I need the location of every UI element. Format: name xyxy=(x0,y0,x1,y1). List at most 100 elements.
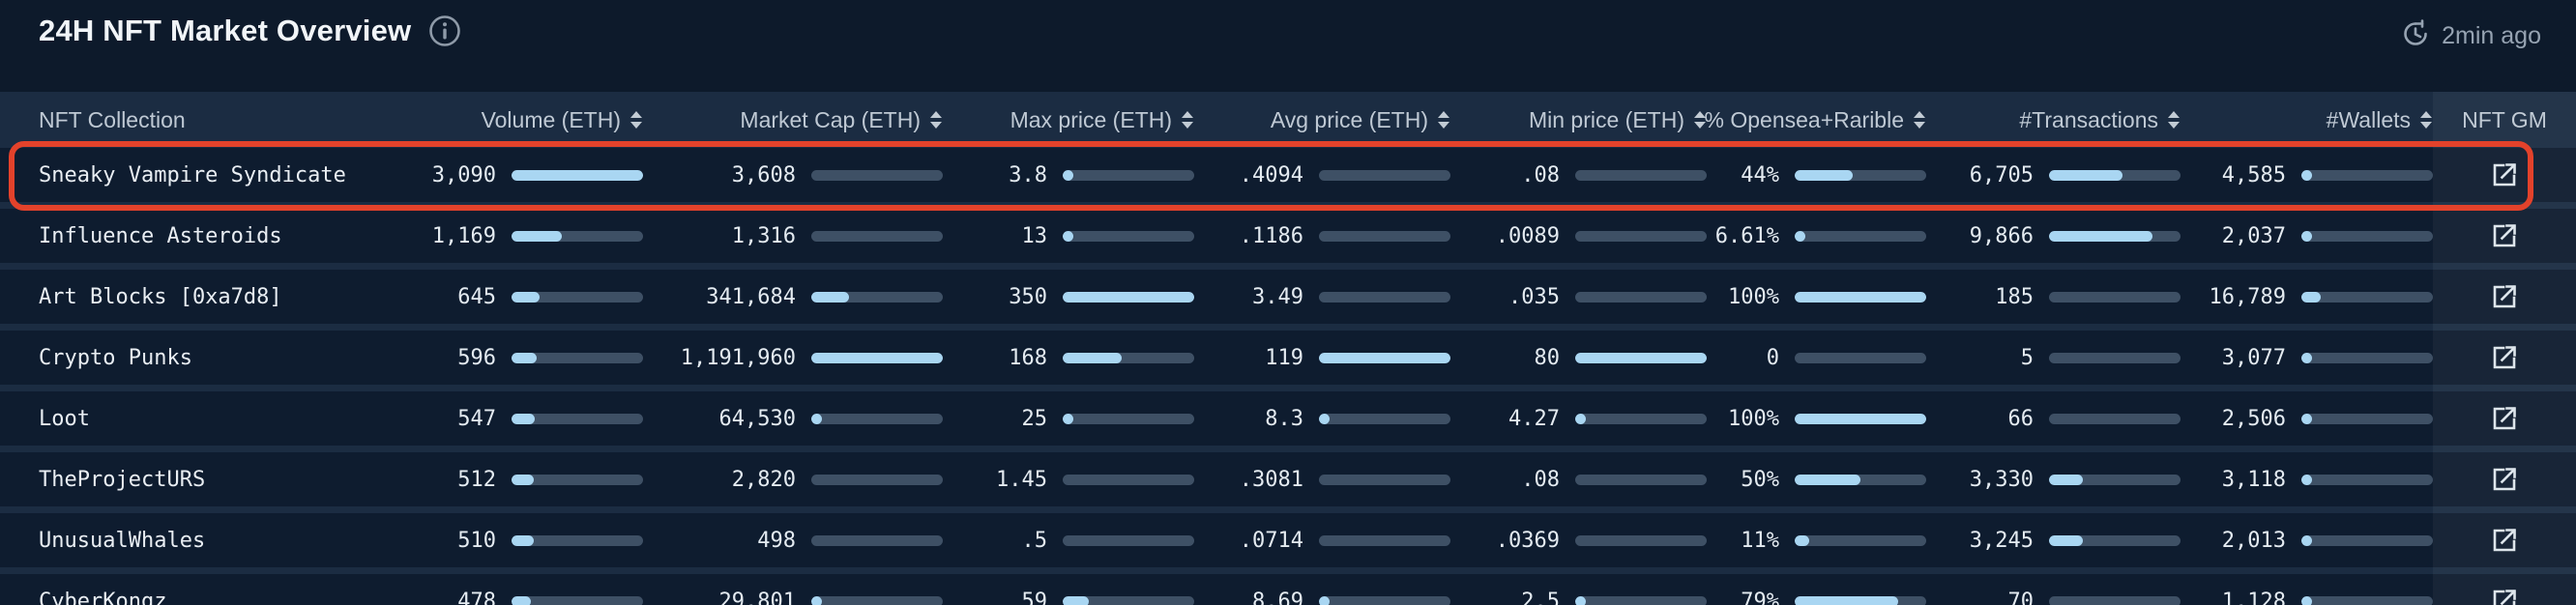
metric-bar xyxy=(2301,413,2433,424)
metric-value: 79% xyxy=(1741,589,1779,605)
metric-value: 13 xyxy=(1021,223,1048,248)
metric-value: 25 xyxy=(1021,406,1048,431)
metric-cell-min_price: 80 xyxy=(1450,346,1707,370)
table-row[interactable]: UnusualWhales 510 498 .5 .0714 .0369 11% 3,245 2… xyxy=(0,513,2576,567)
metric-bar xyxy=(512,595,643,605)
metric-value: 80 xyxy=(1534,345,1561,370)
metric-bar xyxy=(2049,534,2181,546)
table-row[interactable]: Influence Asteroids 1,169 1,316 13 .1186 .008… xyxy=(0,209,2576,263)
metric-value: 4,585 xyxy=(2221,162,2286,187)
table-row[interactable]: Crypto Punks 596 1,191,960 168 119 80 0 5 3,077 xyxy=(0,331,2576,385)
metric-value: 1,191,960 xyxy=(680,345,796,370)
metric-value: 3,090 xyxy=(431,162,496,187)
metric-cell-market_cap: 1,316 xyxy=(643,224,943,248)
metric-cell-volume: 478 xyxy=(348,590,643,605)
metric-cell-transactions: 66 xyxy=(1926,407,2181,431)
metric-cell-transactions: 185 xyxy=(1926,285,2181,309)
metric-value: .035 xyxy=(1508,284,1560,309)
metric-bar xyxy=(1063,595,1194,605)
collection-name: Crypto Punks xyxy=(39,345,192,370)
metric-value: 8.3 xyxy=(1265,406,1303,431)
table-row[interactable]: CyberKongz 478 29,801 59 8.69 2.5 79% 70 1,128 xyxy=(0,574,2576,605)
collection-name: CyberKongz xyxy=(39,589,167,605)
metric-value: 59 xyxy=(1021,589,1048,605)
metric-bar xyxy=(512,413,643,424)
external-link-icon[interactable] xyxy=(2490,221,2519,250)
table-row[interactable]: TheProjectURS 512 2,820 1.45 .3081 .08 50% 3,33… xyxy=(0,452,2576,506)
metric-value: 66 xyxy=(2007,406,2034,431)
external-link-icon[interactable] xyxy=(2490,526,2519,555)
metric-value: 341,684 xyxy=(706,284,796,309)
metric-value: 547 xyxy=(457,406,496,431)
metric-bar xyxy=(1575,352,1707,363)
column-header-label: NFT Collection xyxy=(39,106,186,132)
metric-value: .08 xyxy=(1521,467,1560,492)
external-link-icon[interactable] xyxy=(2490,465,2519,494)
metric-bar xyxy=(811,413,943,424)
table-row[interactable]: Sneaky Vampire Syndicate 3,090 3,608 3.8 .40… xyxy=(0,141,2576,211)
metric-cell-transactions: 5 xyxy=(1926,346,2181,370)
metric-cell-pct_markets: 44% xyxy=(1707,163,1926,187)
external-link-icon[interactable] xyxy=(2490,404,2519,433)
column-header-volume[interactable]: Volume (ETH) xyxy=(348,107,643,133)
metric-bar xyxy=(1063,230,1194,242)
nft-table: NFT Collection Volume (ETH) Market Cap (E… xyxy=(0,92,2576,605)
metric-value: 2,820 xyxy=(731,467,796,492)
column-header-min_price[interactable]: Min price (ETH) xyxy=(1450,107,1707,133)
nft-gm-cell xyxy=(2433,587,2576,605)
metric-value: 645 xyxy=(457,284,496,309)
metric-value: 1.45 xyxy=(996,467,1047,492)
external-link-icon[interactable] xyxy=(2490,587,2519,605)
metric-bar xyxy=(1795,352,1926,363)
metric-bar xyxy=(2301,352,2433,363)
metric-bar xyxy=(2301,474,2433,485)
table-row[interactable]: Loot 547 64,530 25 8.3 4.27 100% 66 2,506 xyxy=(0,391,2576,446)
metric-cell-avg_price: .0714 xyxy=(1194,529,1450,553)
column-header-max_price[interactable]: Max price (ETH) xyxy=(943,107,1194,133)
metric-value: 2,013 xyxy=(2221,528,2286,553)
external-link-icon[interactable] xyxy=(2490,160,2519,189)
metric-value: 11% xyxy=(1741,528,1779,553)
column-header-label: Min price (ETH) xyxy=(1528,106,1684,132)
metric-value: 3,118 xyxy=(2221,467,2286,492)
collection-name: Influence Asteroids xyxy=(39,223,282,248)
metric-value: 185 xyxy=(1995,284,2034,309)
metric-value: 3,245 xyxy=(1969,528,2034,553)
metric-bar xyxy=(1795,595,1926,605)
column-header-label: Volume (ETH) xyxy=(481,106,621,132)
column-header-market_cap[interactable]: Market Cap (ETH) xyxy=(643,107,943,133)
metric-cell-volume: 512 xyxy=(348,468,643,492)
column-header-transactions[interactable]: #Transactions xyxy=(1926,107,2181,133)
table-row[interactable]: Art Blocks [0xa7d8] 645 341,684 350 3.49 .035… xyxy=(0,270,2576,324)
external-link-icon[interactable] xyxy=(2490,343,2519,372)
column-header-wallets[interactable]: #Wallets xyxy=(2181,107,2433,133)
sort-updown-icon xyxy=(1437,110,1450,130)
nft-gm-cell xyxy=(2433,160,2576,189)
metric-bar xyxy=(811,474,943,485)
external-link-icon[interactable] xyxy=(2490,282,2519,311)
sort-updown-icon xyxy=(2419,110,2433,130)
metric-cell-avg_price: .4094 xyxy=(1194,163,1450,187)
nft-gm-cell xyxy=(2433,221,2576,250)
sort-updown-icon xyxy=(2167,110,2181,130)
metric-cell-market_cap: 29,801 xyxy=(643,590,943,605)
page-title: 24H NFT Market Overview xyxy=(39,14,412,47)
metric-cell-transactions: 6,705 xyxy=(1926,163,2181,187)
info-icon[interactable] xyxy=(428,14,461,47)
metric-bar xyxy=(512,474,643,485)
metric-bar xyxy=(1795,291,1926,302)
metric-value: 2,037 xyxy=(2221,223,2286,248)
metric-value: 1,316 xyxy=(731,223,796,248)
column-header-label: Market Cap (ETH) xyxy=(740,106,921,132)
column-header-pct_markets[interactable]: % Opensea+Rarible xyxy=(1705,107,1926,133)
collection-name: Sneaky Vampire Syndicate xyxy=(39,162,346,187)
metric-bar xyxy=(811,352,943,363)
updated-wrap: 2min ago xyxy=(2401,19,2541,53)
metric-bar xyxy=(512,291,643,302)
sort-updown-icon xyxy=(1693,110,1707,130)
column-header-avg_price[interactable]: Avg price (ETH) xyxy=(1194,107,1450,133)
metric-bar xyxy=(1319,352,1450,363)
metric-cell-avg_price: 3.49 xyxy=(1194,285,1450,309)
metric-bar xyxy=(1575,291,1707,302)
metric-cell-avg_price: 8.69 xyxy=(1194,590,1450,605)
